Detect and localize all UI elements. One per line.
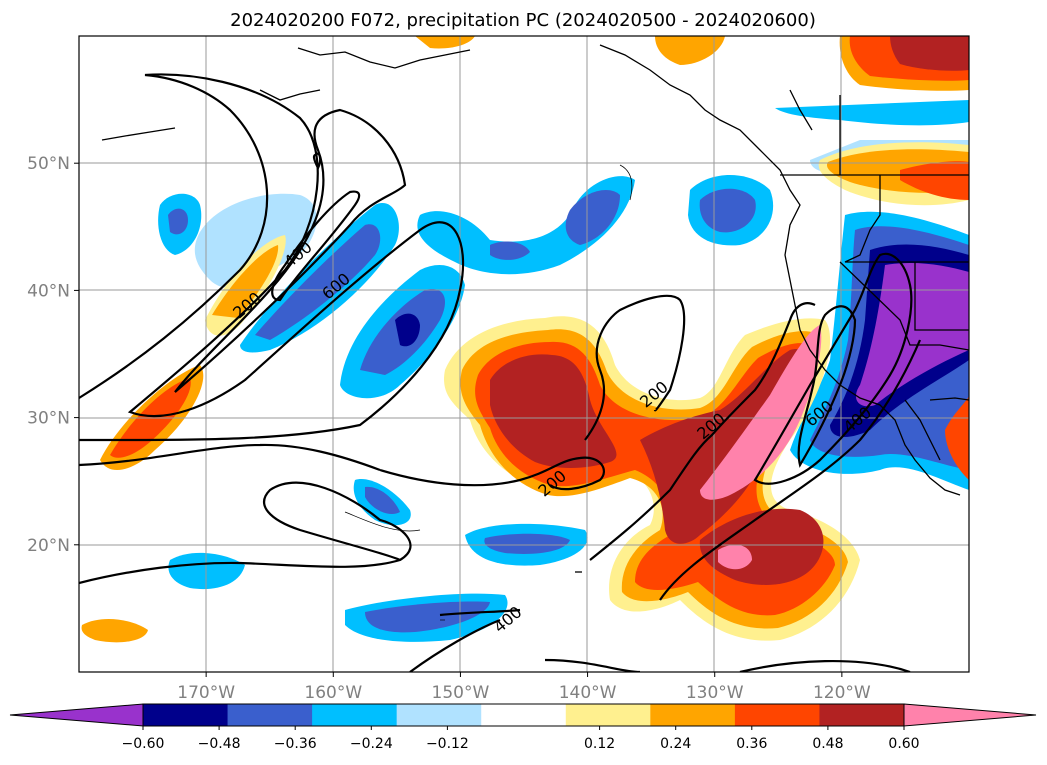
- colorbar-frame: [142, 703, 905, 727]
- x-tick-label: 120°W: [813, 683, 871, 703]
- colorbar-tick-label: −0.36: [274, 736, 317, 752]
- colorbar-tick-label: 0.60: [888, 736, 919, 752]
- y-tick-label: 20°N: [27, 536, 70, 556]
- colorbar-segment: [227, 704, 313, 726]
- y-tick-label: 40°N: [27, 281, 70, 301]
- x-tick-label: 130°W: [686, 683, 744, 703]
- colorbar-extend-low: [9, 703, 144, 727]
- colorbar-extend-high: [903, 703, 1037, 727]
- colorbar-tick-label: −0.48: [198, 736, 241, 752]
- colorbar-segment: [650, 704, 736, 726]
- x-tick-label: 140°W: [559, 683, 617, 703]
- colorbar-segment: [734, 704, 820, 726]
- colorbar-tick-label: 0.36: [736, 736, 767, 752]
- colorbar-segment: [481, 704, 567, 726]
- x-tick-label: 160°W: [304, 683, 362, 703]
- x-tick-label: 170°W: [177, 683, 235, 703]
- colorbar-segment: [819, 704, 905, 726]
- y-tick-label: 30°N: [27, 409, 70, 429]
- colorbar-segment: [143, 704, 229, 726]
- colorbar-tick-label: −0.24: [350, 736, 393, 752]
- colorbar-segment: [312, 704, 398, 726]
- contour-lines: [79, 73, 922, 672]
- colorbar-segment: [396, 704, 482, 726]
- x-tick-label: 150°W: [432, 683, 490, 703]
- colorbar-tick-label: −0.12: [426, 736, 469, 752]
- colorbar-tick-label: 0.12: [584, 736, 615, 752]
- colorbar-tick-label: 0.24: [660, 736, 691, 752]
- colorbar: −0.60 −0.48 −0.36 −0.24 −0.12 0.12 0.24 0.36 0.4…: [9, 703, 1037, 752]
- graticule: [79, 36, 969, 672]
- y-axis-ticks: 20°N 30°N 40°N 50°N: [27, 154, 79, 556]
- colorbar-segment: [565, 704, 651, 726]
- x-axis-ticks: 170°W 160°W 150°W 140°W 130°W 120°W: [177, 672, 871, 703]
- shading-outlines: [344, 164, 633, 621]
- colorbar-tick-label: −0.60: [122, 736, 165, 752]
- coastlines: [101, 44, 969, 573]
- chart-title: 2024020200 F072, precipitation PC (20240…: [230, 10, 816, 31]
- y-tick-label: 50°N: [27, 154, 70, 174]
- plot-frame: [78, 35, 970, 673]
- colorbar-tick-label: 0.48: [812, 736, 843, 752]
